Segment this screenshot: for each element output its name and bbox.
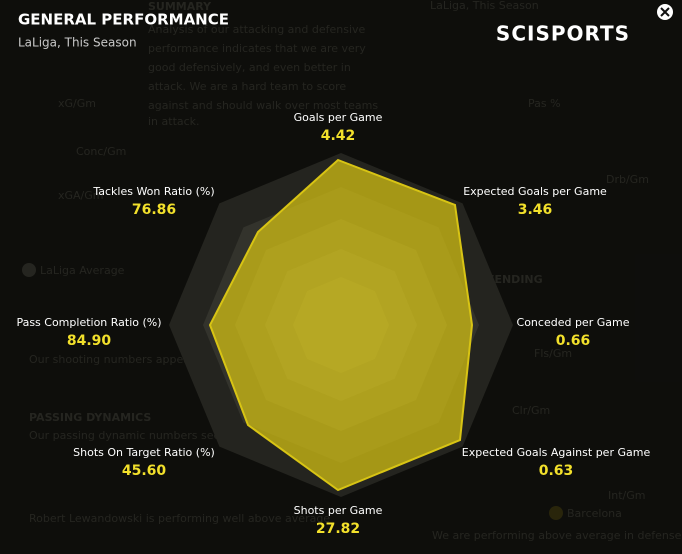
bg-text: PASSING DYNAMICS: [29, 411, 151, 424]
axis-value: 27.82: [316, 521, 360, 537]
bg-text: LaLiga Average: [40, 264, 125, 277]
logo: SCISPORTS: [496, 22, 630, 46]
radar-polygon: [208, 158, 474, 492]
axis-value: 0.63: [539, 463, 574, 479]
bg-text: Clr/Gm: [512, 404, 550, 417]
bg-text: performance indicates that we are very: [148, 42, 366, 55]
axis-value: 45.60: [122, 463, 167, 479]
bg-text: SUMMARY: [148, 0, 212, 13]
bg-text: Fls/Gm: [534, 347, 572, 360]
bg-text: Barcelona: [567, 507, 622, 520]
axis-label: Shots On Target Ratio (%): [73, 446, 215, 459]
axis-label: Shots per Game: [294, 504, 383, 517]
radar-labels: Goals per Game 4.42 Expected Goals per Gam…: [16, 111, 650, 537]
axis-label: Expected Goals per Game: [463, 185, 607, 198]
bg-text: We are performing above average in defen…: [432, 529, 682, 542]
bg-text: Robert Lewandowski is performing well ab…: [29, 512, 330, 525]
subtitle: LaLiga, This Season: [18, 36, 137, 50]
axis-label: Tackles Won Ratio (%): [92, 185, 214, 198]
bg-text: against and should walk over most teams: [148, 99, 378, 112]
title: GENERAL PERFORMANCE: [18, 11, 229, 29]
bg-text: Int/Gm: [608, 489, 645, 502]
bg-text: attack. We are a hard team to score: [148, 80, 346, 93]
bg-text: Drb/Gm: [606, 173, 649, 186]
axis-value: 0.66: [556, 333, 591, 349]
axis-value: 84.90: [67, 333, 112, 349]
bg-text: Conc/Gm: [76, 145, 126, 158]
legend-dot: [22, 263, 36, 277]
close-button[interactable]: [657, 4, 673, 20]
bg-text: good defensively, and even better in: [148, 61, 351, 74]
bg-text: xG/Gm: [58, 97, 96, 110]
axis-value: 4.42: [321, 128, 356, 144]
bg-text: xGA/Gm: [58, 189, 104, 202]
legend-dot: [549, 506, 563, 520]
axis-label: Conceded per Game: [517, 316, 630, 329]
axis-value: 76.86: [132, 202, 176, 218]
bg-text: Pas %: [528, 97, 561, 110]
bg-text: in attack.: [148, 115, 200, 128]
bg-text: LaLiga, This Season: [430, 0, 539, 12]
axis-label: Pass Completion Ratio (%): [16, 316, 161, 329]
axis-label: Goals per Game: [294, 111, 383, 124]
bg-text: Analysis of our attacking and defensive: [148, 23, 366, 36]
axis-label: Expected Goals Against per Game: [462, 446, 651, 459]
axis-value: 3.46: [518, 202, 553, 218]
